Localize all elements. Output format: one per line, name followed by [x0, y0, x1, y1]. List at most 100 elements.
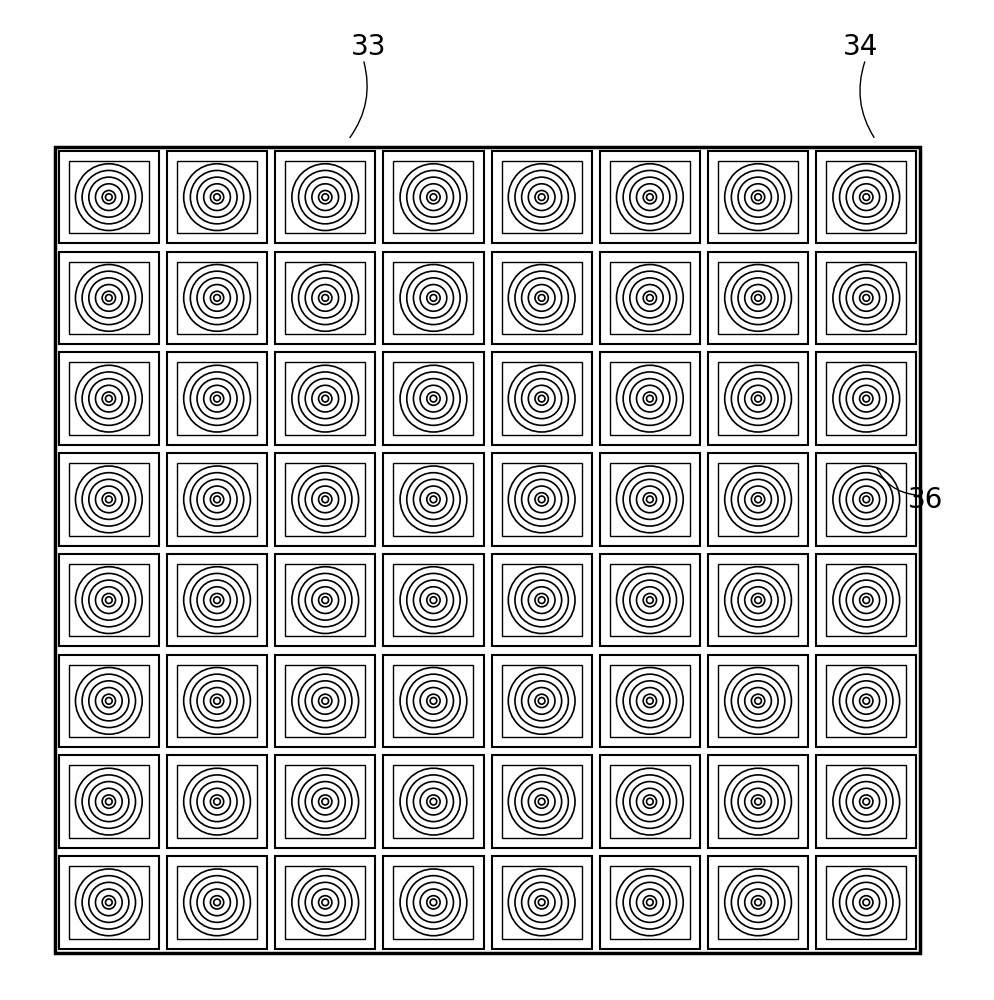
- Circle shape: [738, 278, 777, 318]
- Circle shape: [629, 177, 669, 217]
- Circle shape: [322, 295, 328, 301]
- Bar: [815, 352, 915, 445]
- Circle shape: [204, 788, 231, 815]
- Circle shape: [76, 869, 142, 936]
- Bar: [609, 665, 689, 737]
- Circle shape: [744, 889, 770, 916]
- Bar: [393, 463, 473, 536]
- Bar: [383, 252, 483, 344]
- Circle shape: [426, 593, 439, 607]
- Circle shape: [322, 597, 328, 603]
- Circle shape: [535, 593, 548, 607]
- Circle shape: [515, 876, 568, 929]
- Bar: [825, 262, 906, 334]
- Circle shape: [535, 896, 548, 909]
- Circle shape: [414, 580, 453, 620]
- Bar: [393, 665, 473, 737]
- Circle shape: [407, 372, 459, 425]
- Circle shape: [298, 271, 352, 325]
- Circle shape: [738, 782, 777, 822]
- Circle shape: [636, 788, 663, 815]
- Circle shape: [535, 291, 548, 305]
- Bar: [501, 463, 581, 536]
- Circle shape: [832, 869, 899, 936]
- Bar: [718, 362, 797, 435]
- Circle shape: [214, 899, 220, 906]
- Circle shape: [642, 896, 656, 909]
- Circle shape: [83, 170, 135, 224]
- Bar: [609, 765, 689, 838]
- Circle shape: [859, 593, 872, 607]
- Circle shape: [646, 798, 652, 805]
- Circle shape: [535, 392, 548, 405]
- Circle shape: [298, 473, 352, 526]
- Bar: [167, 453, 266, 546]
- Circle shape: [750, 493, 764, 506]
- Circle shape: [291, 265, 358, 331]
- Circle shape: [731, 876, 784, 929]
- Circle shape: [724, 567, 790, 633]
- Circle shape: [521, 177, 561, 217]
- Circle shape: [95, 889, 122, 916]
- Circle shape: [859, 291, 872, 305]
- Circle shape: [184, 365, 250, 432]
- Bar: [275, 655, 375, 747]
- Circle shape: [636, 385, 663, 412]
- Circle shape: [419, 385, 446, 412]
- Circle shape: [538, 395, 545, 402]
- Circle shape: [429, 395, 436, 402]
- Circle shape: [190, 473, 244, 526]
- Circle shape: [862, 597, 869, 603]
- Bar: [393, 362, 473, 435]
- Circle shape: [76, 365, 142, 432]
- Circle shape: [636, 889, 663, 916]
- Bar: [383, 554, 483, 646]
- Bar: [59, 151, 159, 243]
- Circle shape: [204, 889, 231, 916]
- Circle shape: [88, 379, 128, 419]
- Circle shape: [88, 782, 128, 822]
- Circle shape: [298, 573, 352, 627]
- Circle shape: [862, 395, 869, 402]
- Circle shape: [429, 496, 436, 503]
- Bar: [275, 352, 375, 445]
- Bar: [167, 755, 266, 848]
- Circle shape: [311, 587, 338, 613]
- Circle shape: [291, 567, 358, 633]
- Circle shape: [852, 184, 879, 210]
- Bar: [825, 866, 906, 939]
- Circle shape: [754, 798, 760, 805]
- Circle shape: [839, 372, 892, 425]
- Circle shape: [839, 271, 892, 325]
- Circle shape: [642, 493, 656, 506]
- Circle shape: [76, 164, 142, 231]
- Circle shape: [190, 170, 244, 224]
- Circle shape: [622, 876, 676, 929]
- Circle shape: [852, 788, 879, 815]
- Bar: [177, 262, 256, 334]
- Circle shape: [862, 194, 869, 200]
- Bar: [708, 755, 807, 848]
- Circle shape: [622, 372, 676, 425]
- Circle shape: [636, 587, 663, 613]
- Circle shape: [214, 698, 220, 704]
- Circle shape: [839, 876, 892, 929]
- Bar: [383, 352, 483, 445]
- Circle shape: [318, 493, 332, 506]
- Circle shape: [88, 580, 128, 620]
- Bar: [393, 564, 473, 636]
- Circle shape: [83, 674, 135, 728]
- Bar: [55, 147, 919, 953]
- Circle shape: [508, 164, 575, 231]
- Circle shape: [197, 580, 237, 620]
- Circle shape: [204, 587, 231, 613]
- Circle shape: [859, 694, 872, 708]
- Circle shape: [521, 782, 561, 822]
- Circle shape: [646, 395, 652, 402]
- Bar: [599, 453, 699, 546]
- Circle shape: [622, 674, 676, 728]
- Bar: [285, 262, 365, 334]
- Circle shape: [197, 782, 237, 822]
- Bar: [599, 151, 699, 243]
- Circle shape: [832, 667, 899, 734]
